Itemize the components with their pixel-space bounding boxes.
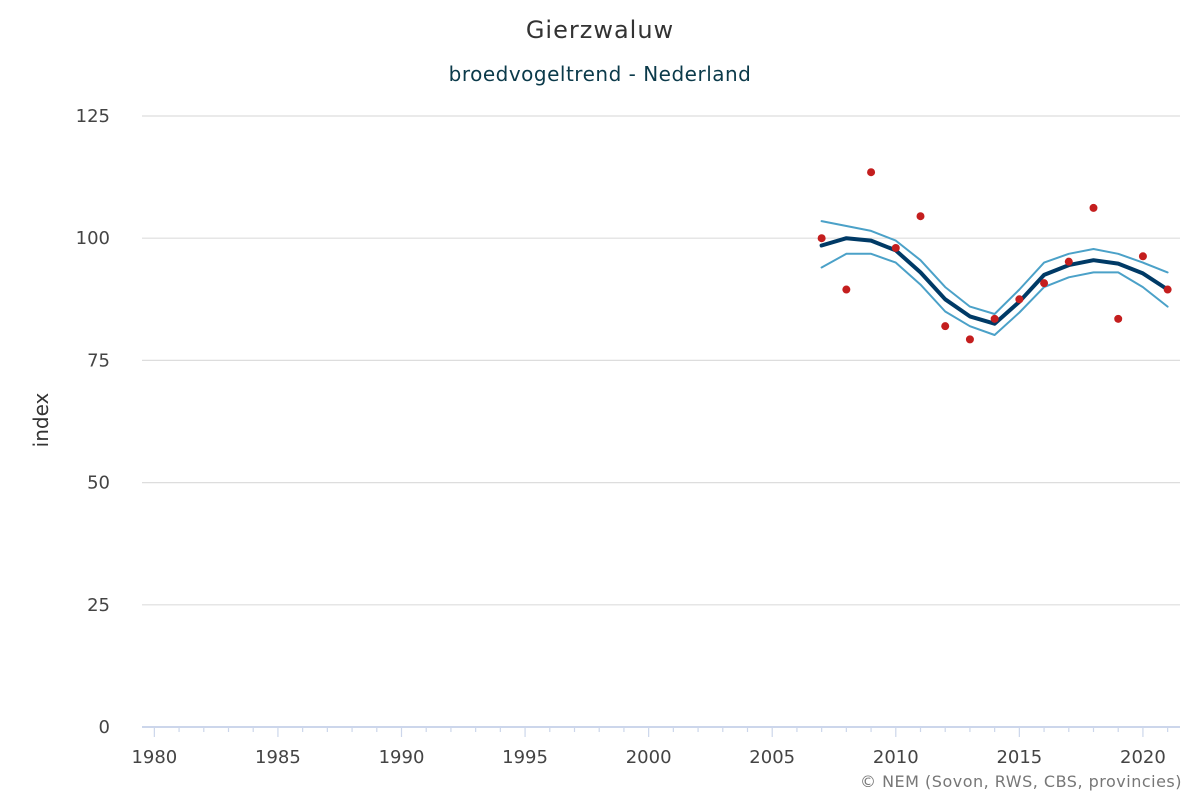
chart-title: Gierzwaluw <box>525 16 675 44</box>
observed-point[interactable] <box>1138 252 1147 261</box>
x-tick-label: 1985 <box>255 747 301 768</box>
y-tick-label: 125 <box>76 106 110 127</box>
observed-point[interactable] <box>842 285 851 294</box>
y-axis: 0 25 50 75 100 125 <box>76 106 110 738</box>
credits-link[interactable]: © NEM (Sovon, RWS, CBS, provincies) <box>859 772 1182 791</box>
x-tick-label: 1990 <box>379 747 425 768</box>
y-tick-label: 25 <box>87 595 110 616</box>
x-tick-label: 2020 <box>1120 747 1166 768</box>
x-axis: 1980 1985 1990 1995 2000 2005 2010 2015 2020 <box>131 726 1180 768</box>
x-tick-label: 2010 <box>873 747 919 768</box>
observed-point[interactable] <box>941 322 950 331</box>
observed-point[interactable] <box>891 243 900 252</box>
observed-point[interactable] <box>1114 314 1123 323</box>
y-axis-title: index <box>29 392 53 447</box>
x-tick-label: 2000 <box>626 747 672 768</box>
x-tick-label: 1980 <box>131 747 177 768</box>
trend-line <box>819 236 1170 326</box>
observed-point[interactable] <box>1040 279 1049 288</box>
y-tick-label: 100 <box>76 228 110 249</box>
observed-point[interactable] <box>817 234 826 243</box>
observed-point[interactable] <box>1089 203 1098 212</box>
observed-point[interactable] <box>1064 257 1073 266</box>
observed-point[interactable] <box>867 168 876 177</box>
x-tick-label: 1995 <box>502 747 548 768</box>
observed-point[interactable] <box>1015 295 1024 304</box>
observed-point[interactable] <box>916 212 925 221</box>
grid-lines <box>142 115 1180 606</box>
y-tick-label: 0 <box>99 717 110 738</box>
x-tick-label: 2015 <box>996 747 1042 768</box>
observed-points <box>817 168 1172 344</box>
y-tick-label: 50 <box>87 473 110 494</box>
chart-subtitle: broedvogeltrend - Nederland <box>448 62 752 86</box>
lower-bound-line <box>820 252 1169 336</box>
x-tick-label: 2005 <box>749 747 795 768</box>
observed-point[interactable] <box>965 335 974 344</box>
series-layer <box>819 220 1170 336</box>
y-tick-label: 75 <box>87 350 110 371</box>
observed-point[interactable] <box>1163 285 1172 294</box>
observed-point[interactable] <box>990 314 999 323</box>
upper-bound-line <box>820 220 1169 315</box>
